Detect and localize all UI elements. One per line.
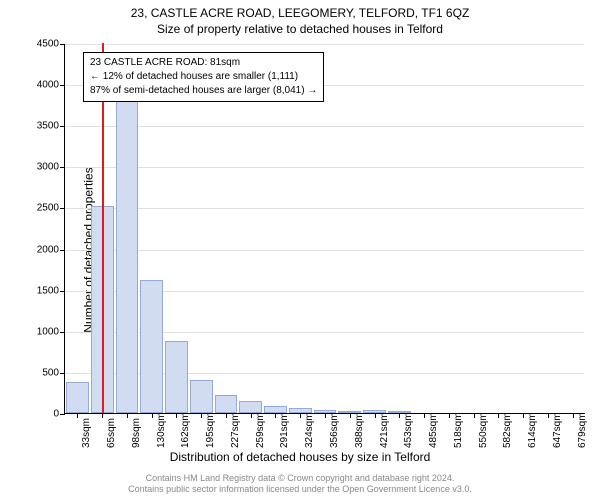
- gridline-h: [65, 208, 584, 209]
- ytick-mark: [60, 332, 65, 333]
- xtick-label: 388sqm: [354, 412, 365, 448]
- xtick-mark: [102, 413, 103, 418]
- ytick-label: 2500: [37, 203, 59, 214]
- annotation-line1: 23 CASTLE ACRE ROAD: 81sqm: [90, 56, 317, 70]
- footer-attribution: Contains HM Land Registry data © Crown c…: [0, 473, 600, 496]
- xtick-mark: [152, 413, 153, 418]
- xtick-mark: [424, 413, 425, 418]
- ytick-label: 2000: [37, 244, 59, 255]
- ytick-mark: [60, 126, 65, 127]
- gridline-h: [65, 126, 584, 127]
- bar: [215, 395, 238, 413]
- bar: [165, 341, 188, 413]
- ytick-label: 1000: [37, 326, 59, 337]
- xtick-label: 324sqm: [304, 412, 315, 448]
- xtick-mark: [498, 413, 499, 418]
- xtick-mark: [325, 413, 326, 418]
- chart-title-line1: 23, CASTLE ACRE ROAD, LEEGOMERY, TELFORD…: [0, 6, 600, 20]
- annotation-line3: 87% of semi-detached houses are larger (…: [90, 84, 317, 98]
- xtick-label: 33sqm: [81, 418, 92, 448]
- xtick-mark: [474, 413, 475, 418]
- xtick-label: 679sqm: [577, 412, 588, 448]
- xtick-label: 518sqm: [453, 412, 464, 448]
- ytick-label: 4000: [37, 80, 59, 91]
- xtick-label: 582sqm: [502, 412, 513, 448]
- ytick-label: 3000: [37, 162, 59, 173]
- ytick-label: 3500: [37, 121, 59, 132]
- x-axis-label: Distribution of detached houses by size …: [0, 450, 600, 464]
- xtick-mark: [251, 413, 252, 418]
- xtick-mark: [127, 413, 128, 418]
- xtick-label: 130sqm: [156, 412, 167, 448]
- xtick-mark: [176, 413, 177, 418]
- xtick-label: 550sqm: [478, 412, 489, 448]
- xtick-label: 614sqm: [527, 412, 538, 448]
- ytick-mark: [60, 414, 65, 415]
- xtick-label: 356sqm: [329, 412, 340, 448]
- xtick-label: 421sqm: [379, 412, 390, 448]
- bar: [140, 280, 163, 413]
- ytick-mark: [60, 291, 65, 292]
- ytick-mark: [60, 208, 65, 209]
- xtick-label: 65sqm: [106, 418, 117, 448]
- ytick-label: 4500: [37, 39, 59, 50]
- bar: [239, 401, 262, 413]
- ytick-mark: [60, 373, 65, 374]
- bar: [66, 382, 89, 413]
- annotation-line2: ← 12% of detached houses are smaller (1,…: [90, 70, 317, 84]
- xtick-mark: [523, 413, 524, 418]
- gridline-h: [65, 167, 584, 168]
- xtick-mark: [399, 413, 400, 418]
- xtick-mark: [77, 413, 78, 418]
- bar: [190, 380, 213, 413]
- xtick-label: 162sqm: [180, 412, 191, 448]
- xtick-mark: [275, 413, 276, 418]
- plot-area: 05001000150020002500300035004000450033sq…: [64, 44, 584, 414]
- gridline-h: [65, 44, 584, 45]
- xtick-mark: [226, 413, 227, 418]
- xtick-mark: [548, 413, 549, 418]
- xtick-mark: [350, 413, 351, 418]
- xtick-label: 227sqm: [230, 412, 241, 448]
- ytick-label: 500: [42, 367, 59, 378]
- ytick-mark: [60, 167, 65, 168]
- bar: [116, 101, 139, 413]
- xtick-mark: [375, 413, 376, 418]
- xtick-mark: [573, 413, 574, 418]
- chart-container: 23, CASTLE ACRE ROAD, LEEGOMERY, TELFORD…: [0, 0, 600, 500]
- footer-line1: Contains HM Land Registry data © Crown c…: [0, 473, 600, 485]
- gridline-h: [65, 250, 584, 251]
- footer-line2: Contains public sector information licen…: [0, 484, 600, 496]
- ytick-mark: [60, 250, 65, 251]
- xtick-label: 195sqm: [205, 412, 216, 448]
- ytick-mark: [60, 44, 65, 45]
- xtick-label: 98sqm: [131, 418, 142, 448]
- xtick-label: 291sqm: [279, 412, 290, 448]
- xtick-label: 259sqm: [255, 412, 266, 448]
- xtick-mark: [300, 413, 301, 418]
- ytick-label: 1500: [37, 285, 59, 296]
- ytick-mark: [60, 85, 65, 86]
- xtick-mark: [449, 413, 450, 418]
- ytick-label: 0: [53, 409, 59, 420]
- annotation-box: 23 CASTLE ACRE ROAD: 81sqm ← 12% of deta…: [83, 52, 324, 102]
- xtick-mark: [201, 413, 202, 418]
- xtick-label: 647sqm: [552, 412, 563, 448]
- xtick-label: 485sqm: [428, 412, 439, 448]
- chart-title-line2: Size of property relative to detached ho…: [0, 22, 600, 36]
- xtick-label: 453sqm: [403, 412, 414, 448]
